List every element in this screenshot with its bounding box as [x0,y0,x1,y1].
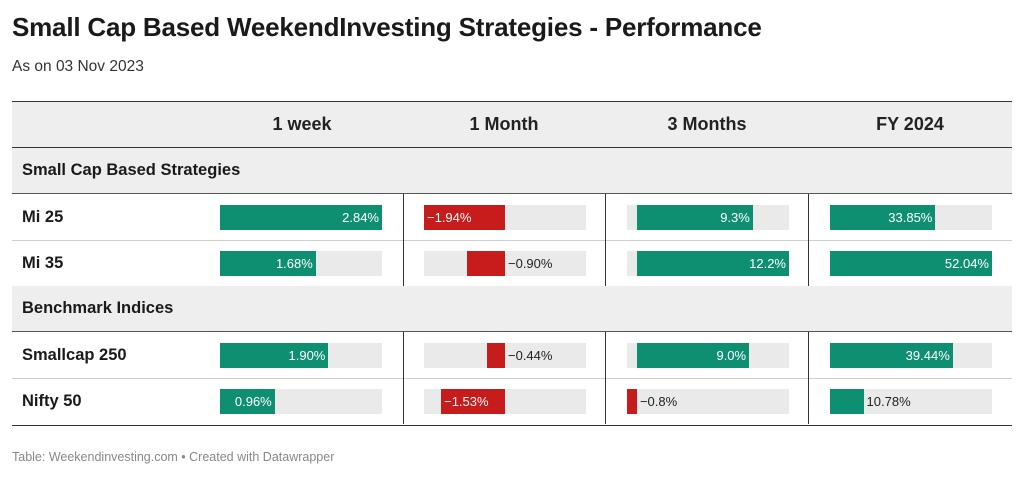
bar-track: −0.8% [627,389,789,414]
value-bar [830,251,992,276]
row-label: Smallcap 250 [22,346,127,364]
value-bar [636,205,753,230]
chart-subtitle: As on 03 Nov 2023 [12,58,144,75]
column-separator [808,332,809,378]
column-separator [808,240,809,286]
row-label: Nifty 50 [22,392,82,410]
value-label: −1.53% [444,394,489,409]
chart-title: Small Cap Based WeekendInvesting Strateg… [12,12,762,42]
value-bar [220,205,382,230]
bar-track: 9.0% [627,343,789,368]
table-row: Nifty 50 0.96% −1.53% −0.8% 10.78% [12,378,1012,424]
bar-track: 33.85% [830,205,992,230]
column-separator [808,378,809,424]
column-header-1-week: 1 week [272,114,332,134]
value-label: 52.04% [944,256,989,271]
value-label: 2.84% [342,210,379,225]
column-header-fy-2024: FY 2024 [876,114,944,134]
row-label: Mi 35 [22,254,64,272]
value-bar [627,389,637,414]
group-header: Benchmark Indices [12,286,1012,332]
column-separator [605,194,606,240]
column-separator [403,194,404,240]
chart-footer: Table: Weekendinvesting.com • Created wi… [12,450,335,464]
bar-track: 9.3% [627,205,789,230]
value-bar [424,205,505,230]
column-header-3-months: 3 Months [667,114,747,134]
value-label: −0.90% [508,256,553,271]
bar-track: 12.2% [627,251,789,276]
performance-table: 1 week 1 Month 3 Months FY 2024 Small Ca… [12,101,1012,426]
value-bar [486,343,505,368]
value-label: 1.68% [275,256,313,271]
bar-track: −1.53% [424,389,586,414]
column-separator [605,378,606,424]
row-label: Mi 25 [22,208,64,226]
column-separator [808,194,809,240]
value-label: 10.78% [866,394,911,409]
value-bar [636,251,789,276]
value-label: 1.90% [288,348,326,363]
value-label: 39.44% [905,348,950,363]
bar-track: 1.68% [220,251,382,276]
bar-track: 10.78% [830,389,992,414]
column-header-1-month: 1 Month [469,114,539,134]
value-label: −0.8% [639,394,678,409]
value-bar [220,389,275,414]
table-row: Smallcap 250 1.90% −0.44% 9.0% 39.44% [12,332,1012,379]
value-bar [220,343,329,368]
value-bar [830,205,936,230]
bar-track: −0.44% [424,343,586,368]
column-separator [403,378,404,424]
column-separator [605,332,606,378]
column-separator [403,240,404,286]
bar-track: 39.44% [830,343,992,368]
value-label: 33.85% [888,210,933,225]
value-label: −1.94% [427,210,472,225]
column-separator [403,332,404,378]
bar-track: −0.90% [424,251,586,276]
value-label: 9.3% [720,210,750,225]
value-bar [220,251,316,276]
bar-track: 1.90% [220,343,382,368]
value-label: −0.44% [508,348,553,363]
value-bar [441,389,505,414]
group-header: Small Cap Based Strategies [12,148,1012,194]
column-separator [605,240,606,286]
group-label: Benchmark Indices [22,299,174,317]
value-bar [467,251,505,276]
value-bar [830,343,953,368]
bar-track: 2.84% [220,205,382,230]
bar-track: −1.94% [424,205,586,230]
table-header: 1 week 1 Month 3 Months FY 2024 [12,102,1012,148]
value-label: 9.0% [716,348,747,363]
value-bar [830,389,864,414]
bar-track: 0.96% [220,389,382,414]
table-row: Mi 25 2.84% −1.94% 9.3% 33.85% [12,194,1012,241]
bar-track: 52.04% [830,251,992,276]
table-row: Mi 35 1.68% −0.90% 12.2% 52.04% [12,240,1012,286]
value-bar [636,343,750,368]
group-label: Small Cap Based Strategies [22,161,241,179]
value-label: 0.96% [234,394,272,409]
value-label: 12.2% [749,256,786,271]
